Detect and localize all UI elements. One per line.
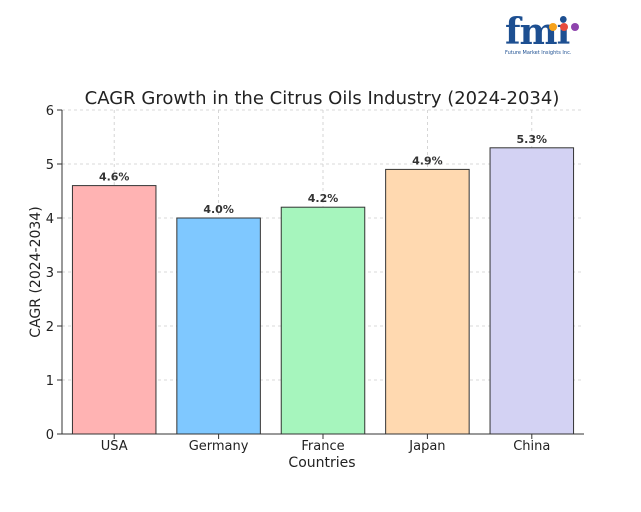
- fmi-logo: fmi Future Market Insights Inc.: [505, 14, 605, 66]
- chart-title: CAGR Growth in the Citrus Oils Industry …: [85, 88, 560, 109]
- bar-france: [280, 206, 366, 435]
- logo-dot: [571, 23, 579, 31]
- x-tick-label: Germany: [189, 439, 249, 454]
- bar-china: [489, 147, 575, 435]
- logo-subtitle: Future Market Insights Inc.: [505, 50, 572, 56]
- logo-dot: [549, 23, 557, 31]
- x-axis-label: Countries: [288, 455, 355, 471]
- logo-mark: fmi: [505, 11, 570, 53]
- data-label: 4.2%: [308, 192, 339, 205]
- logo-dot: [560, 23, 568, 31]
- y-axis-label: CAGR (2024-2034): [28, 206, 44, 337]
- y-tick-label: 3: [46, 266, 54, 281]
- y-tick-label: 1: [46, 374, 54, 389]
- x-tick-label: France: [301, 439, 344, 454]
- x-tick-label: China: [513, 439, 550, 454]
- bar-usa: [71, 185, 157, 435]
- y-tick-label: 5: [46, 158, 54, 173]
- y-tick-label: 6: [46, 104, 54, 119]
- data-label: 4.6%: [99, 171, 130, 184]
- data-label: 4.9%: [412, 154, 443, 167]
- logo-dots: [549, 16, 582, 35]
- bar-germany: [176, 217, 261, 435]
- axes: 0 1 2 3 4 5 6 USA Germany France Japan China: [46, 104, 584, 454]
- bars: 4.6% 4.0% 4.2% 4.9% 5.3%: [71, 133, 575, 435]
- y-tick-label: 2: [46, 320, 54, 335]
- y-tick-label: 4: [46, 212, 54, 227]
- data-label: 4.0%: [203, 203, 234, 216]
- x-tick-label: USA: [101, 439, 128, 454]
- y-tick-label: 0: [46, 428, 54, 443]
- x-tick-label: Japan: [408, 439, 445, 454]
- bar-japan: [385, 168, 470, 435]
- data-label: 5.3%: [517, 133, 548, 146]
